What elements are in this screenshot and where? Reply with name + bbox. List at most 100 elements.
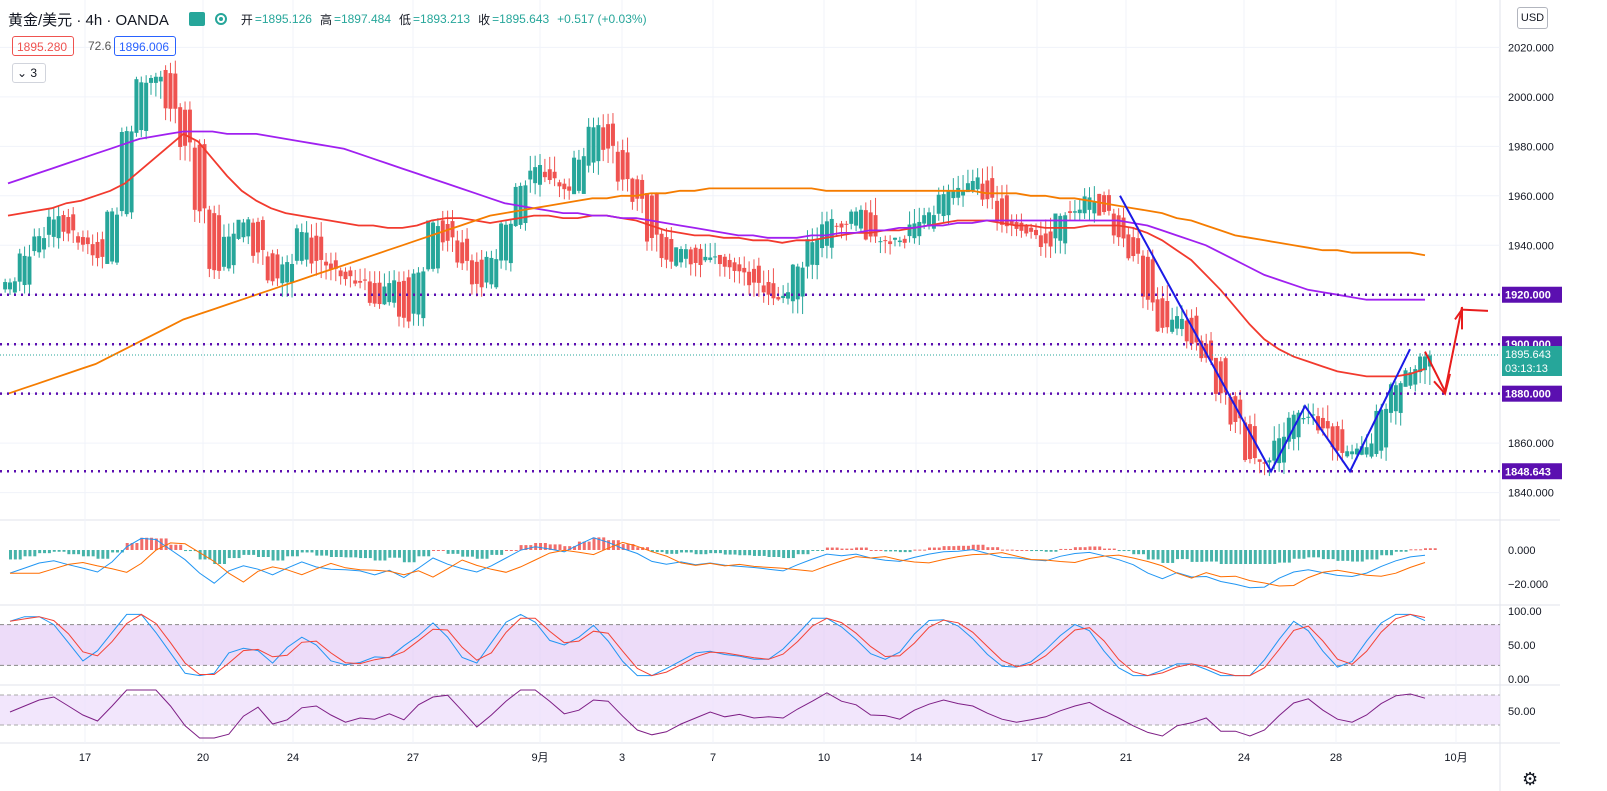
- candle-body: [1345, 451, 1350, 457]
- candle-body: [168, 73, 173, 109]
- eye-icon[interactable]: [188, 12, 205, 26]
- candle-body: [1243, 422, 1248, 461]
- y-tick-label: 1940.000: [1508, 240, 1554, 252]
- macd-bar: [320, 550, 324, 556]
- macd-bar: [738, 550, 742, 556]
- candle-body: [635, 179, 640, 199]
- arrow-head-down: [1433, 373, 1451, 396]
- moving-average-line: [7, 130, 1425, 301]
- candle-body: [786, 292, 791, 299]
- macd-bar: [222, 550, 226, 564]
- candle-body: [1277, 438, 1282, 464]
- macd-bar: [971, 544, 975, 550]
- macd-bar: [86, 550, 90, 557]
- macd-bar: [602, 537, 606, 550]
- candle-body: [547, 169, 552, 180]
- candle-body: [445, 224, 450, 241]
- candle-body: [849, 211, 854, 224]
- buy-button[interactable]: 1896.006: [114, 36, 176, 56]
- macd-bar: [1278, 550, 1282, 563]
- candle-body: [416, 272, 421, 315]
- y-tick-label: 2020.000: [1508, 42, 1554, 54]
- x-tick-label: 7: [710, 752, 716, 764]
- candle-body: [1111, 213, 1116, 236]
- candle-body: [319, 236, 324, 260]
- candle-body: [615, 151, 620, 182]
- level-price-tag: [1502, 463, 1562, 480]
- chart-legend: 黄金/美元 · 4h · OANDA 开 =1895.126 高 =1897.484…: [8, 9, 655, 29]
- indicator-toggle[interactable]: ⌄ 3: [12, 63, 46, 83]
- candle-body: [810, 242, 815, 265]
- candles: [3, 60, 1432, 477]
- candle-body: [217, 215, 222, 271]
- macd-bar: [801, 550, 805, 555]
- candle-body: [1247, 424, 1252, 460]
- last-price-tag: [1502, 345, 1562, 376]
- macd-bar: [655, 550, 659, 553]
- macd-bar: [1093, 546, 1097, 550]
- candle-body: [693, 247, 698, 263]
- candle-body: [1179, 318, 1184, 330]
- candle-body: [1330, 426, 1335, 448]
- macd-bar: [436, 550, 440, 551]
- candle-body: [688, 249, 693, 265]
- macd-bar: [33, 550, 37, 557]
- candle-body: [1077, 209, 1082, 214]
- candle-body: [1408, 372, 1413, 386]
- macd-bar: [563, 546, 567, 550]
- macd-bar: [1010, 549, 1014, 551]
- macd-bar: [266, 550, 270, 557]
- candle-body: [1145, 256, 1150, 300]
- macd-bar: [1117, 550, 1121, 552]
- currency-button[interactable]: USD: [1517, 7, 1548, 29]
- candle-body: [1048, 231, 1053, 247]
- candle-body: [499, 223, 504, 261]
- macd-bar: [451, 550, 455, 554]
- x-tick-label: 27: [407, 752, 419, 764]
- candle-body: [965, 183, 970, 193]
- gear-icon[interactable]: ⚙: [1522, 769, 1539, 789]
- candle-body: [601, 127, 606, 150]
- candle-body: [542, 171, 547, 178]
- candle-body: [95, 241, 100, 259]
- candle-body: [844, 223, 849, 225]
- macd-bar: [553, 544, 557, 550]
- candle-body: [8, 282, 12, 290]
- macd-bar: [524, 545, 528, 550]
- macd-bar: [777, 550, 781, 557]
- macd-bar: [996, 547, 1000, 550]
- candle-body: [367, 281, 372, 303]
- macd-bar: [150, 537, 154, 550]
- macd-bar: [47, 550, 51, 554]
- candle-body: [995, 200, 1000, 222]
- macd-bar: [1355, 550, 1359, 562]
- candle-body: [776, 297, 781, 300]
- macd-bar: [573, 546, 577, 550]
- macd-bar: [757, 550, 761, 556]
- candle-body: [1038, 235, 1043, 247]
- candle-body: [1072, 211, 1077, 213]
- candle-body: [1131, 237, 1136, 257]
- candle-body: [999, 198, 1004, 225]
- macd-bar: [1433, 548, 1437, 550]
- candle-body: [265, 256, 270, 281]
- candle-body: [260, 220, 265, 251]
- sell-button[interactable]: 1895.280: [12, 36, 74, 56]
- macd-bar: [23, 550, 27, 557]
- candle-body: [484, 256, 489, 283]
- macd-bar: [38, 550, 42, 554]
- macd-bar: [13, 550, 17, 560]
- macd-bar: [441, 550, 445, 551]
- macd-bar: [1171, 550, 1175, 563]
- candle-body: [781, 295, 786, 299]
- macd-bar: [1326, 550, 1330, 560]
- macd-bar: [1000, 549, 1004, 551]
- candle-body: [406, 277, 411, 322]
- candle-body: [878, 241, 883, 243]
- macd-bar: [893, 550, 897, 552]
- candle-body: [153, 76, 158, 83]
- macd-bar: [1317, 550, 1321, 558]
- data-source-icon[interactable]: [214, 13, 227, 25]
- symbol-title[interactable]: 黄金/美元 · 4h · OANDA: [8, 11, 169, 29]
